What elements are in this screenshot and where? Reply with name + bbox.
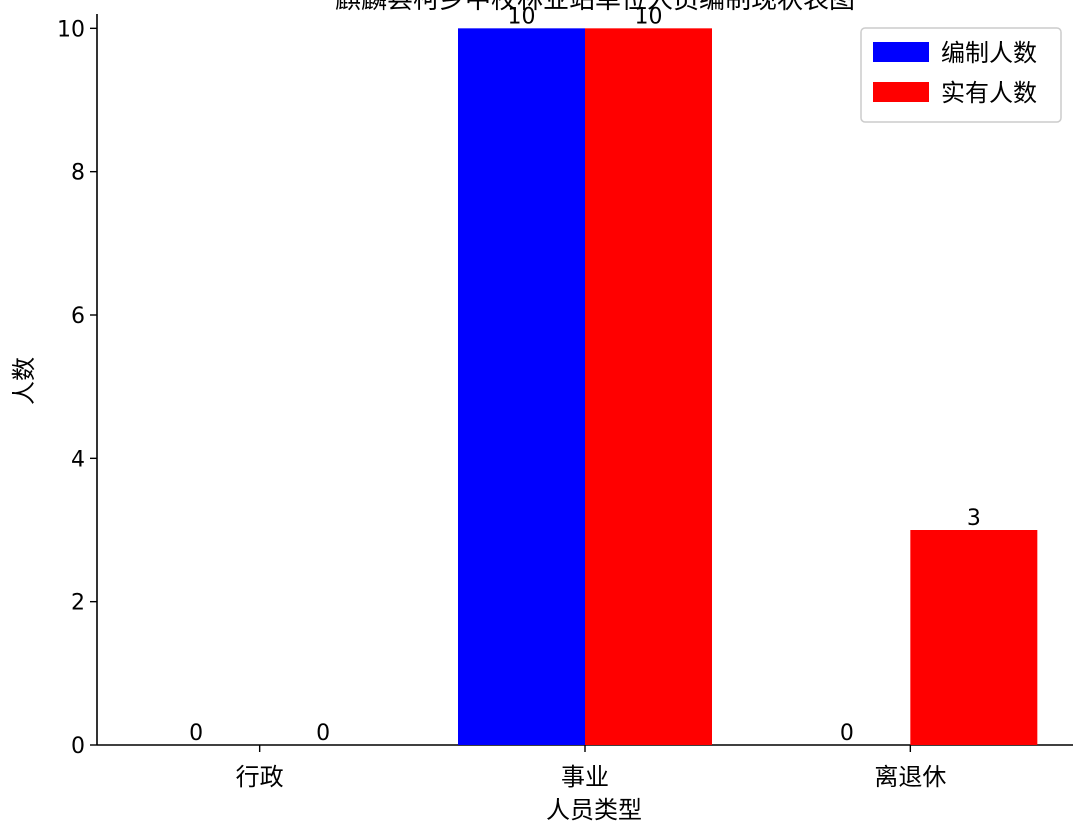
- y-tick-label: 4: [71, 447, 85, 472]
- y-tick-label: 0: [71, 734, 85, 759]
- bar-value-label: 10: [635, 4, 663, 29]
- x-axis-label: 人员类型: [546, 796, 642, 824]
- x-axis-ticks: 行政 事业 离退休: [236, 745, 946, 791]
- x-tick-label: 离退休: [874, 763, 946, 791]
- y-axis-ticks: 0 2 4 6 8 10: [57, 17, 97, 759]
- legend-swatch: [873, 82, 929, 102]
- y-tick-label: 6: [71, 304, 85, 329]
- bar-planned-1: [458, 28, 585, 746]
- x-tick-label: 行政: [236, 763, 284, 791]
- bar-value-label: 0: [316, 721, 330, 746]
- legend-label: 编制人数: [941, 39, 1037, 67]
- bar-actual-1: [585, 28, 712, 746]
- bar-value-label: 0: [840, 721, 854, 746]
- chart-title: 麒麟县柯乡中校林业站单位人员编制现状表图: [335, 0, 855, 15]
- bar-labels: 0 0 10 10 0 3: [189, 4, 981, 746]
- bar-value-label: 0: [189, 721, 203, 746]
- y-tick-label: 8: [71, 161, 85, 186]
- y-axis-label: 人数: [10, 357, 38, 405]
- bars: [458, 28, 1038, 746]
- bar-value-label: 3: [967, 506, 981, 531]
- legend-swatch: [873, 42, 929, 62]
- bar-value-label: 10: [508, 4, 536, 29]
- legend-label: 实有人数: [941, 79, 1037, 107]
- x-tick-label: 事业: [561, 763, 609, 791]
- y-tick-label: 2: [71, 591, 85, 616]
- bar-actual-2: [910, 530, 1038, 745]
- y-tick-label: 10: [57, 17, 85, 42]
